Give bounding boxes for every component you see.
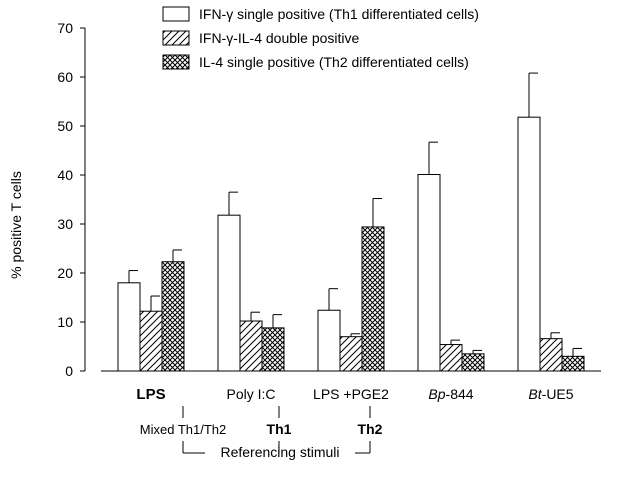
- x-tick-label-text: LPS +PGE2: [313, 386, 389, 402]
- legend-swatch-cross: [162, 54, 190, 70]
- x-tick-label: Poly I:C: [226, 386, 275, 402]
- bars: [117, 72, 585, 372]
- legend-label-il4: IL-4 single positive (Th2 differentiated…: [199, 54, 469, 70]
- legend-label-double: IFN-γ-IL-4 double positive: [199, 30, 360, 46]
- y-tick-label: 20: [57, 265, 73, 281]
- bar-hatch: [339, 336, 363, 372]
- legend-label-ifng: IFN-γ single positive (Th1 differentiate…: [199, 6, 479, 22]
- x-tick-label-text: LPS: [136, 386, 165, 403]
- y-axis-title: % positive T cells: [8, 171, 24, 279]
- bar-crosshatch: [561, 355, 585, 372]
- y-tick-label: 40: [57, 167, 73, 183]
- x-tick-label-italic: Bp: [428, 386, 445, 402]
- reference-label-th2: Th2: [358, 421, 383, 437]
- x-tick-labels: LPS Poly I:C LPS +PGE2 Bp-844 Bt-UE5: [136, 386, 573, 403]
- bar-open: [217, 214, 241, 372]
- x-tick-label-italic: Bt: [528, 386, 542, 402]
- bar-crosshatch: [361, 226, 385, 372]
- reference-label-mixed: Mixed Th1/Th2: [140, 422, 226, 437]
- x-tick-label-text: -UE5: [542, 386, 574, 402]
- bar-open: [417, 174, 441, 372]
- y-tick-label: 50: [57, 118, 73, 134]
- bar-open: [317, 309, 341, 372]
- bar-crosshatch: [461, 353, 485, 372]
- x-tick-label: Bp-844: [428, 386, 473, 402]
- bar-crosshatch: [161, 261, 185, 372]
- bar-hatch: [439, 344, 463, 372]
- reference-bracket: Mixed Th1/Th2 Th1 Th2 Referencing stimul…: [140, 406, 383, 460]
- y-tick-label: 60: [57, 69, 73, 85]
- x-tick-label: LPS: [136, 386, 165, 403]
- x-tick-label: LPS +PGE2: [313, 386, 389, 402]
- bar-open: [117, 282, 141, 372]
- y-tick-label: 70: [57, 20, 73, 36]
- legend-swatch-hatch: [162, 30, 190, 46]
- y-tick-label: 10: [57, 314, 73, 330]
- bar-crosshatch: [261, 327, 285, 372]
- bar-hatch: [239, 320, 263, 372]
- legend: IFN-γ single positive (Th1 differentiate…: [162, 6, 479, 70]
- y-tick-label: 0: [65, 363, 73, 379]
- reference-label-th1: Th1: [267, 421, 292, 437]
- x-tick-label-text: Poly I:C: [226, 386, 275, 402]
- y-tick-label: 30: [57, 216, 73, 232]
- bar-open: [517, 116, 541, 372]
- legend-swatch-open: [162, 6, 190, 22]
- reference-caption: Referencing stimuli: [220, 444, 339, 460]
- bar-hatch: [539, 338, 563, 372]
- x-tick-label: Bt-UE5: [528, 386, 573, 402]
- x-tick-label-text: -844: [446, 386, 474, 402]
- bar-hatch: [139, 310, 163, 372]
